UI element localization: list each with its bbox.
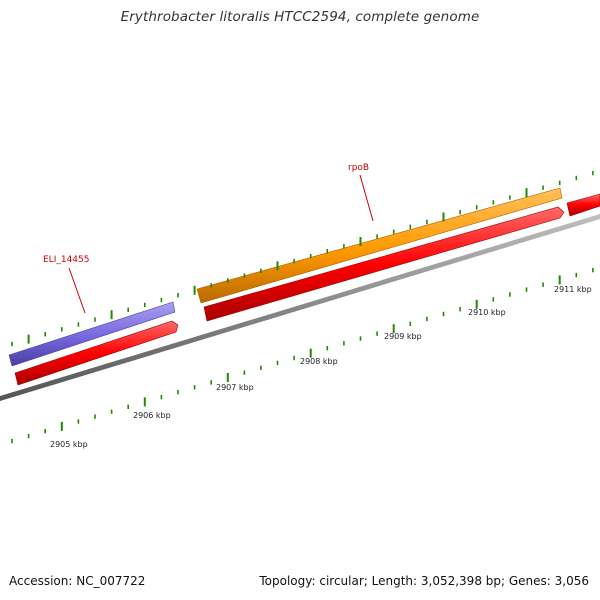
scale-label: 2905 kbp	[50, 440, 88, 449]
gene-ELI_14455	[8, 301, 176, 367]
label-leader-line	[68, 267, 86, 314]
genome-backbone	[0, 214, 600, 401]
map-title: Erythrobacter litoralis HTCC2594, comple…	[120, 9, 480, 25]
scale-label: 2908 kbp	[300, 357, 338, 366]
gene-label-ELI_14455: ELI_14455	[43, 255, 90, 265]
genome-summary-text: Topology: circular; Length: 3,052,398 bp…	[259, 574, 589, 588]
scale-label: 2910 kbp	[468, 308, 506, 317]
cds-arrow-3	[566, 193, 600, 217]
scale-label: 2906 kbp	[133, 411, 171, 420]
cds-arrow-1	[14, 320, 179, 386]
gene-label-rpoB: rpoB	[348, 163, 369, 173]
cds-arrow-2	[203, 206, 565, 322]
label-leader-line	[359, 174, 374, 222]
accession-text: Accession: NC_007722	[9, 574, 146, 588]
tick-row-lower	[11, 267, 594, 444]
tick-row-upper	[11, 170, 594, 347]
scale-label: 2909 kbp	[384, 332, 422, 341]
scale-label: 2907 kbp	[216, 383, 254, 392]
gene-rpoB	[196, 187, 563, 304]
scale-label: 2911 kbp	[554, 285, 592, 294]
